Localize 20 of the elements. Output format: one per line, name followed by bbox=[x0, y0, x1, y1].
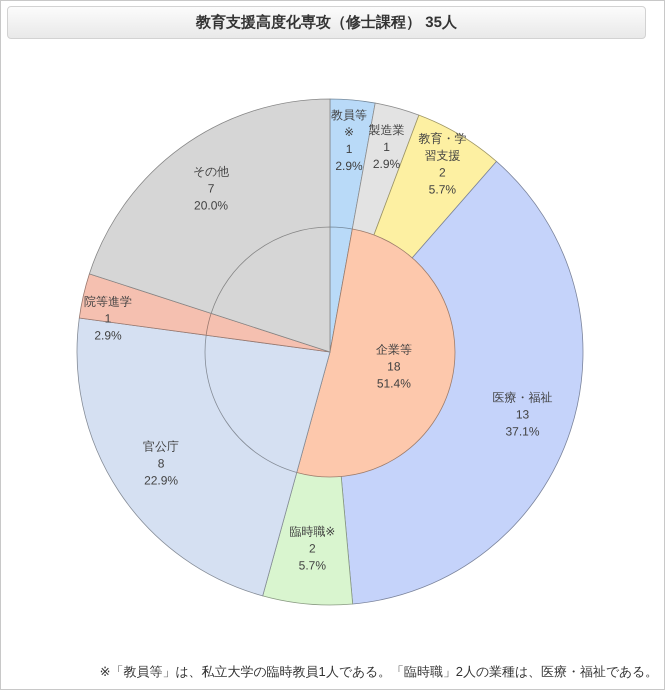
slice-label: 企業等 bbox=[376, 342, 412, 357]
slice-label: 院等進学 bbox=[84, 294, 132, 308]
data-label: 8 22.9% bbox=[144, 456, 178, 488]
data-label: 2 5.7% bbox=[298, 542, 326, 573]
text: ※「教員等」は、私立大学の臨時教員1人である。「臨時職」2人の業種は、医療・福祉である。 bbox=[100, 663, 658, 681]
slice-label: 教員等※ bbox=[331, 108, 368, 139]
data-label: 1 2.9% bbox=[335, 142, 364, 173]
data-label: 1 2.9% bbox=[372, 140, 401, 172]
data-label: 13 37.1% bbox=[505, 408, 540, 439]
slice-label: 教育・学習支援 bbox=[418, 131, 466, 162]
data-label: 18 51.4% bbox=[376, 360, 412, 391]
chart-title: 教育支援高度化専攻（修士課程） 35人 bbox=[7, 6, 646, 39]
slice-label: 医療・福祉 bbox=[492, 390, 552, 405]
slice-label: 臨時職※ bbox=[289, 524, 336, 539]
data-label: 7 20.0% bbox=[194, 181, 228, 212]
slice-label: 官公庁 bbox=[143, 440, 180, 454]
data-label: 2 5.7% bbox=[428, 165, 456, 196]
data-label: 1 2.9% bbox=[94, 311, 122, 342]
slice-label: 製造業 bbox=[368, 123, 405, 138]
slice-label: その他 bbox=[193, 164, 230, 178]
